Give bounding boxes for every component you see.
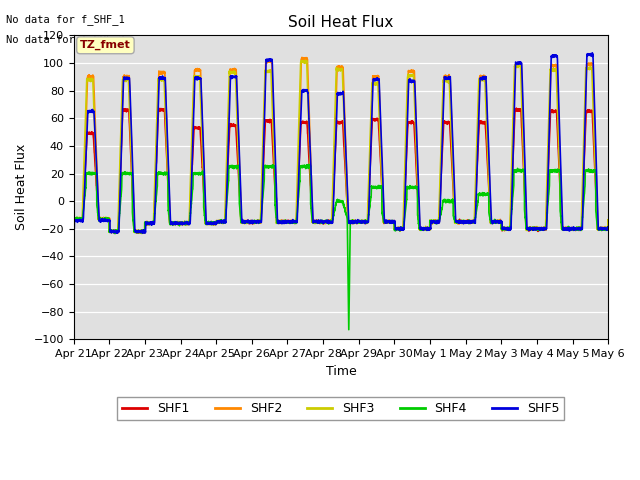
SHF3 — [492, 219, 499, 225]
SHF5 — [604, 226, 612, 231]
SHF4 — [604, 227, 612, 233]
Title: Soil Heat Flux: Soil Heat Flux — [288, 15, 394, 30]
SHF2 — [166, 211, 173, 216]
SHF3 — [431, 219, 439, 225]
Line: SHF3: SHF3 — [74, 60, 608, 233]
Text: No data for f_SHF_1: No data for f_SHF_1 — [6, 14, 125, 25]
SHF4 — [461, 218, 468, 224]
SHF1 — [604, 226, 612, 232]
SHF1 — [166, 221, 173, 227]
Line: SHF2: SHF2 — [74, 57, 608, 233]
SHF1 — [604, 226, 612, 232]
Y-axis label: Soil Heat Flux: Soil Heat Flux — [15, 144, 28, 230]
SHF2 — [321, 218, 329, 224]
SHF1 — [70, 215, 77, 221]
SHF2 — [461, 220, 468, 226]
SHF1 — [461, 219, 468, 225]
SHF4 — [321, 218, 329, 224]
SHF5 — [321, 219, 329, 225]
SHF1 — [513, 105, 520, 111]
SHF4 — [70, 218, 77, 224]
SHF5 — [431, 219, 439, 225]
SHF4 — [305, 161, 312, 167]
X-axis label: Time: Time — [326, 365, 356, 378]
SHF3 — [461, 219, 468, 225]
SHF4 — [492, 218, 499, 224]
Text: No data for f_SHF_2: No data for f_SHF_2 — [6, 34, 125, 45]
SHF2 — [604, 226, 612, 231]
SHF3 — [166, 220, 173, 226]
SHF1 — [431, 218, 439, 224]
SHF2 — [492, 219, 499, 225]
Line: SHF4: SHF4 — [74, 164, 608, 330]
Line: SHF5: SHF5 — [74, 53, 608, 233]
SHF3 — [138, 230, 146, 236]
SHF5 — [70, 226, 77, 231]
SHF1 — [491, 219, 499, 225]
SHF3 — [604, 225, 612, 231]
SHF2 — [136, 230, 143, 236]
Text: TZ_fmet: TZ_fmet — [80, 40, 131, 50]
SHF1 — [321, 218, 329, 224]
SHF5 — [589, 50, 596, 56]
SHF4 — [166, 219, 173, 225]
SHF4 — [604, 225, 612, 231]
SHF5 — [604, 224, 612, 230]
SHF5 — [166, 200, 173, 206]
SHF1 — [111, 230, 119, 236]
SHF2 — [70, 226, 77, 232]
Line: SHF1: SHF1 — [74, 108, 608, 233]
Legend: SHF1, SHF2, SHF3, SHF4, SHF5: SHF1, SHF2, SHF3, SHF4, SHF5 — [117, 397, 564, 420]
SHF3 — [301, 58, 309, 63]
SHF5 — [461, 219, 468, 225]
SHF3 — [321, 218, 329, 224]
SHF2 — [298, 54, 306, 60]
SHF3 — [70, 218, 77, 224]
SHF5 — [491, 219, 499, 225]
SHF4 — [345, 327, 353, 333]
SHF5 — [139, 230, 147, 236]
SHF2 — [431, 218, 439, 224]
SHF3 — [604, 217, 612, 223]
SHF2 — [604, 226, 612, 232]
SHF4 — [431, 218, 439, 224]
